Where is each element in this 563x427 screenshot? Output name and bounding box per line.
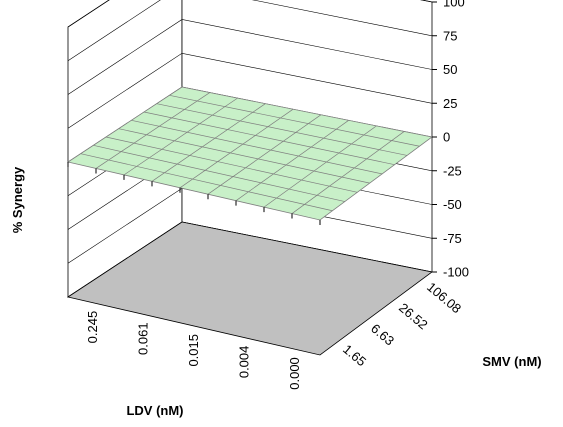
surface-gridline (291, 131, 405, 214)
smv-tick-label: 6.63 (368, 321, 397, 349)
z-gridline (67, 19, 433, 95)
ldv-tick-label: 0.245 (85, 311, 100, 344)
smv-tick-label: 26.52 (396, 300, 431, 332)
surface-gridline (143, 111, 395, 166)
x-axis-title: LDV (nM) (126, 403, 183, 418)
ldv-tick-label: 0.000 (287, 357, 302, 390)
synergy-surface (66, 86, 433, 221)
surface-gridline (95, 92, 210, 169)
surface-gridline (131, 119, 383, 175)
z-tick-label: -25 (443, 163, 462, 178)
z-tick-labels: 100 75 50 25 0 -25 -50 -75 -100 (443, 0, 469, 280)
z-axis-title: % Synergy (10, 166, 25, 233)
surface-gridline (123, 97, 238, 176)
z-tick-label: -50 (443, 197, 462, 212)
smv-tick-label: 106.08 (424, 279, 464, 316)
surface-gridline (105, 136, 358, 193)
surface-gridline (263, 125, 377, 208)
surface-gridline (151, 103, 266, 182)
z-gridline (67, 0, 433, 62)
surface-gridline (118, 128, 370, 184)
tick-marks (67, 1, 437, 273)
ldv-tick-label: 0.061 (136, 322, 151, 355)
ldv-tick-label: 0.004 (236, 346, 251, 379)
z-tick-label: 100 (443, 0, 465, 10)
surface-gridline (169, 94, 420, 147)
z-gridline (67, 52, 433, 129)
surface-gridline (207, 114, 322, 195)
surface-gridline (93, 144, 345, 202)
ldv-tick-label: 0.015 (186, 334, 201, 367)
z-tick-label: -75 (443, 231, 462, 246)
y-axis-title: SMV (nM) (482, 354, 541, 369)
surface-gridline (80, 153, 333, 212)
z-tick-label: -100 (443, 265, 469, 280)
surface-gridline (179, 108, 294, 189)
z-tick-label: 25 (443, 96, 457, 111)
surface-gridline (235, 120, 349, 201)
z-gridline (67, 0, 433, 28)
z-tick-label: 75 (443, 28, 457, 43)
z-tick-label: 0 (443, 130, 450, 145)
smv-tick-label: 1.65 (340, 341, 369, 369)
ldv-tick-labels: 0.245 0.061 0.015 0.004 0.000 (85, 311, 302, 390)
surface-gridline (156, 103, 408, 156)
z-tick-label: 50 (443, 62, 457, 77)
